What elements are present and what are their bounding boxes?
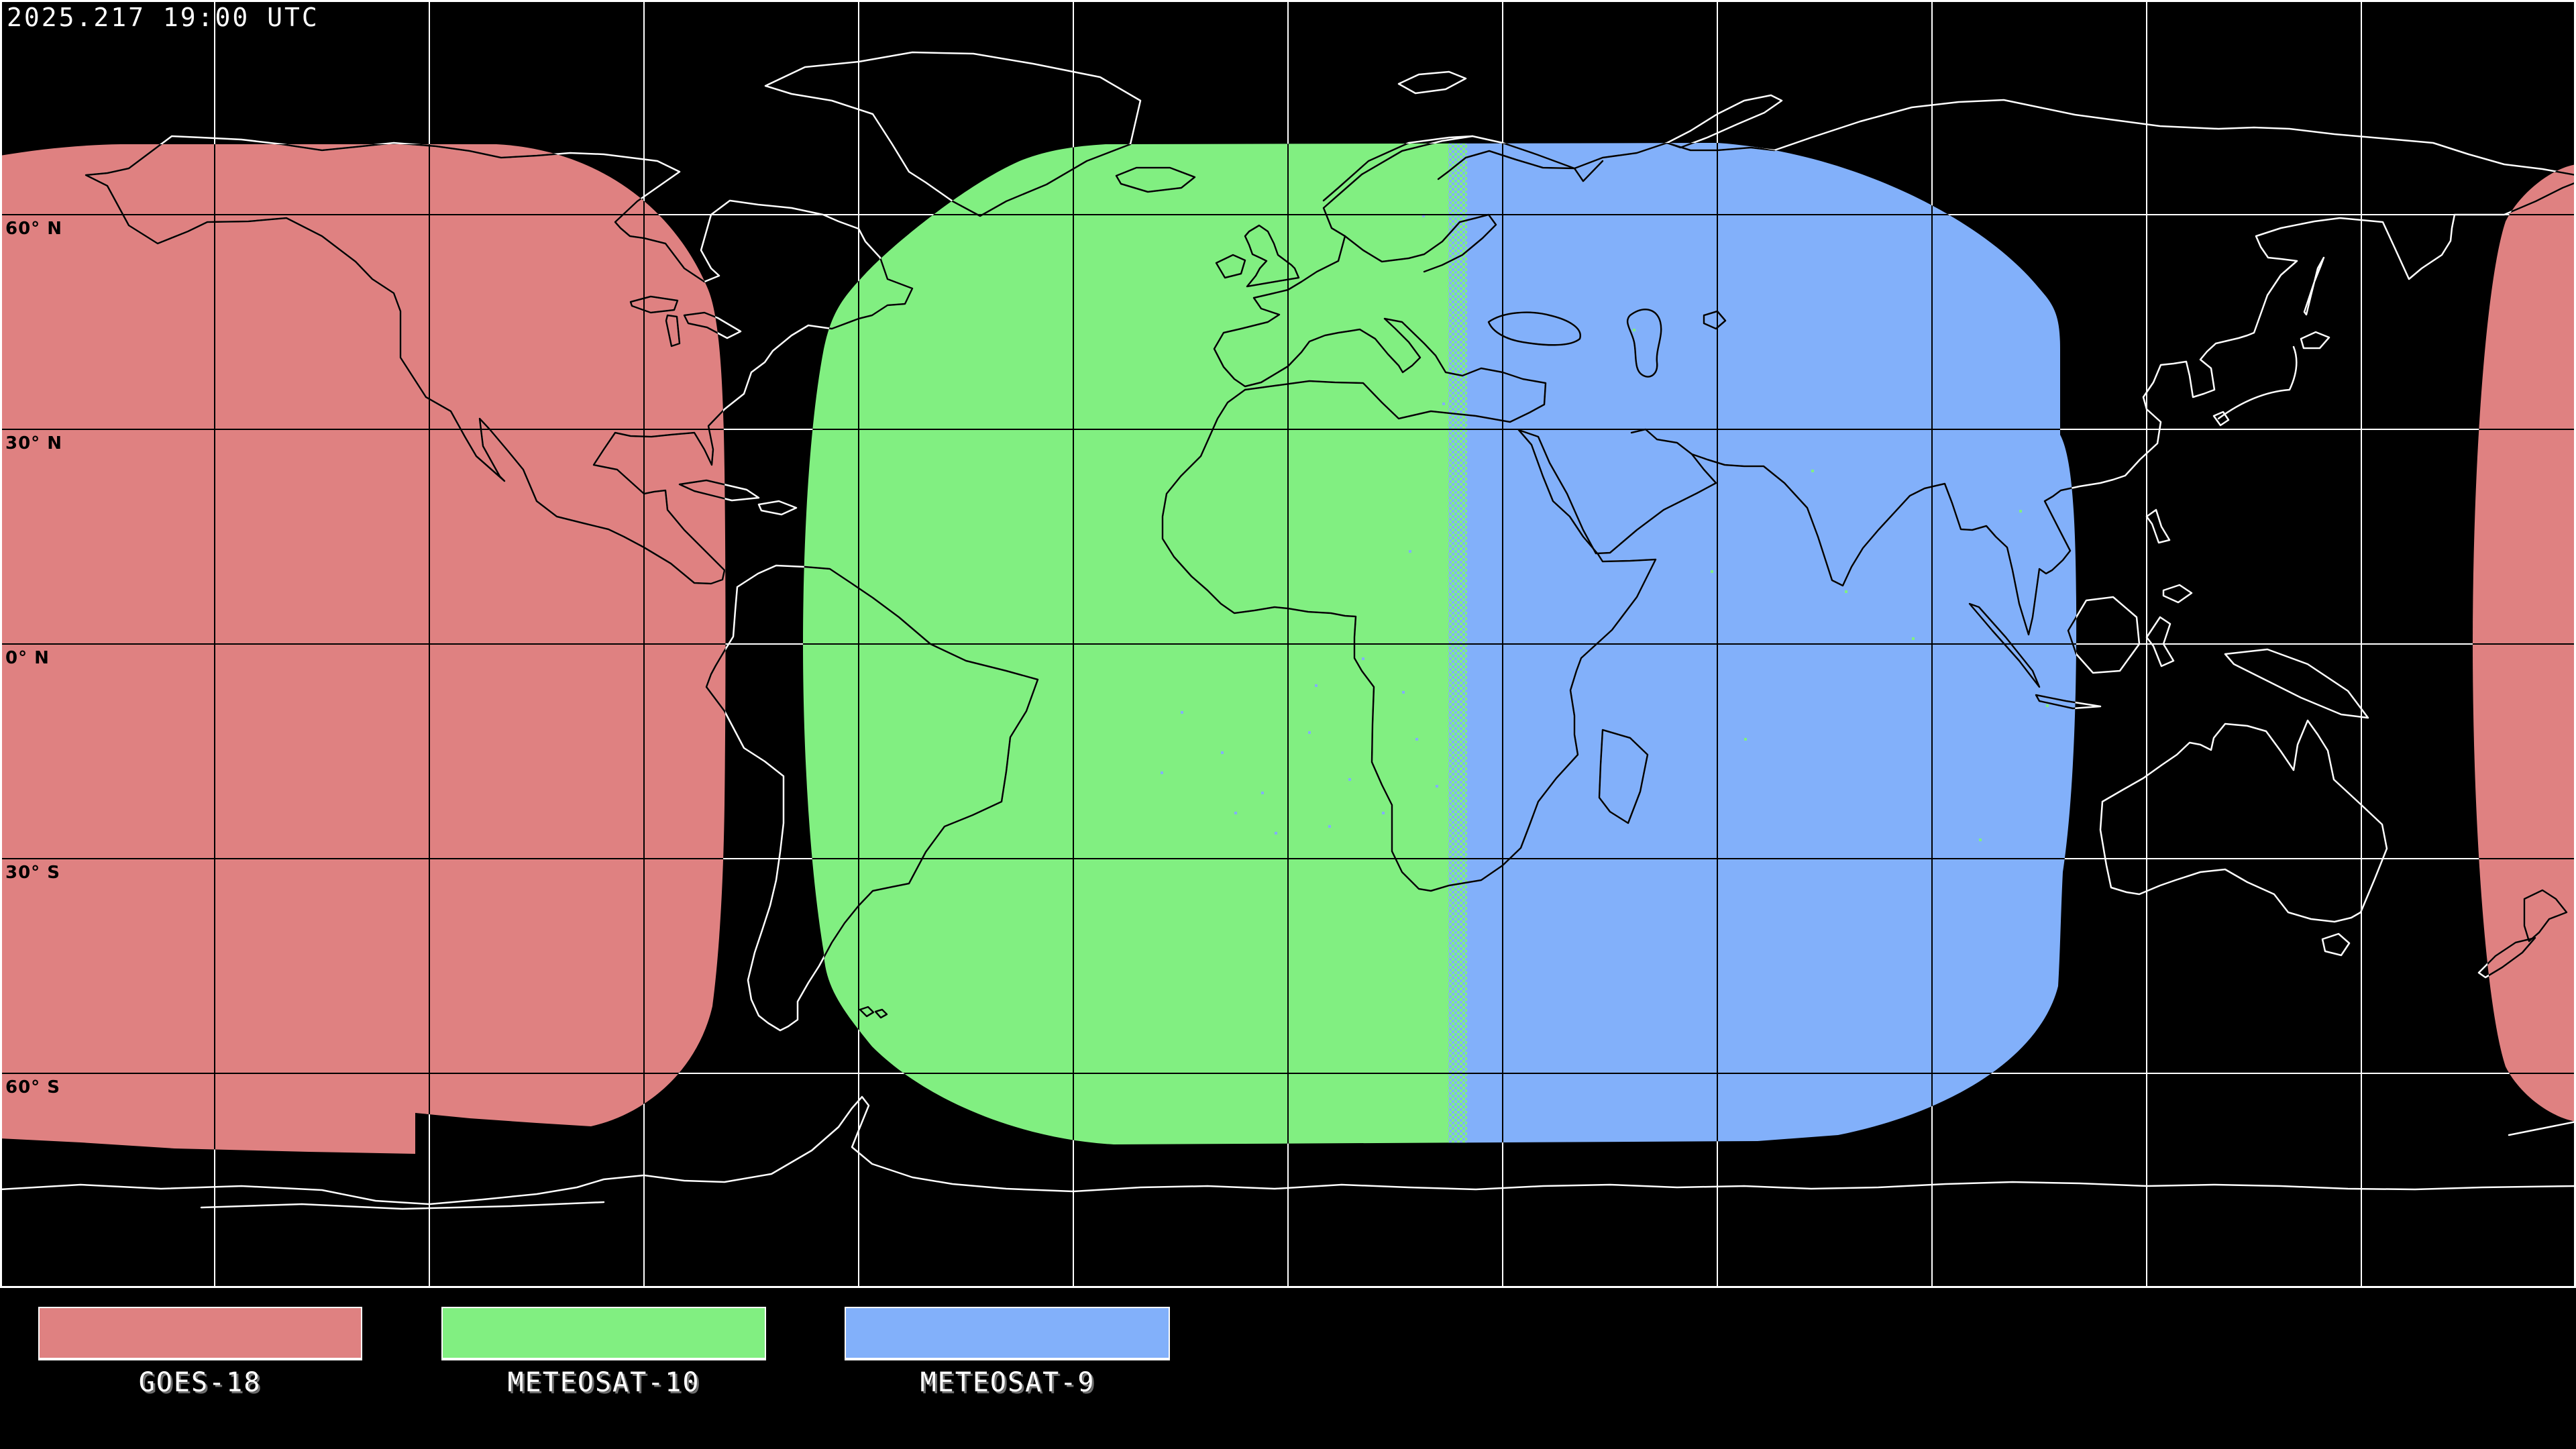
latitude-label-0n: 0° N: [5, 648, 50, 668]
legend-swatch-meteosat-10: [441, 1307, 766, 1360]
goes-18-coverage-region: [0, 144, 726, 1154]
noise-specks-green-in-blue: [1633, 329, 2049, 841]
latitude-label-60s: 60° S: [5, 1077, 60, 1097]
noise-specks-blue-in-green: [1161, 215, 1445, 835]
legend-label-meteosat-10: METEOSAT-10: [507, 1367, 700, 1398]
world-coverage-map: [0, 0, 2576, 1288]
latitude-label-30n: 30° N: [5, 433, 62, 453]
latitude-label-30s: 30° S: [5, 863, 60, 883]
legend-label-goes-18: GOES-18: [138, 1367, 262, 1398]
legend: GOES-18 METEOSAT-10 METEOSAT-9: [0, 1288, 2576, 1449]
legend-label-meteosat-9: METEOSAT-9: [920, 1367, 1095, 1398]
legend-swatch-goes-18: [38, 1307, 362, 1360]
latitude-label-60n: 60° N: [5, 219, 62, 239]
legend-swatch-meteosat-9: [845, 1307, 1170, 1360]
map-border: [0, 0, 2576, 1288]
timestamp: 2025.217 19:00 UTC: [7, 3, 319, 32]
